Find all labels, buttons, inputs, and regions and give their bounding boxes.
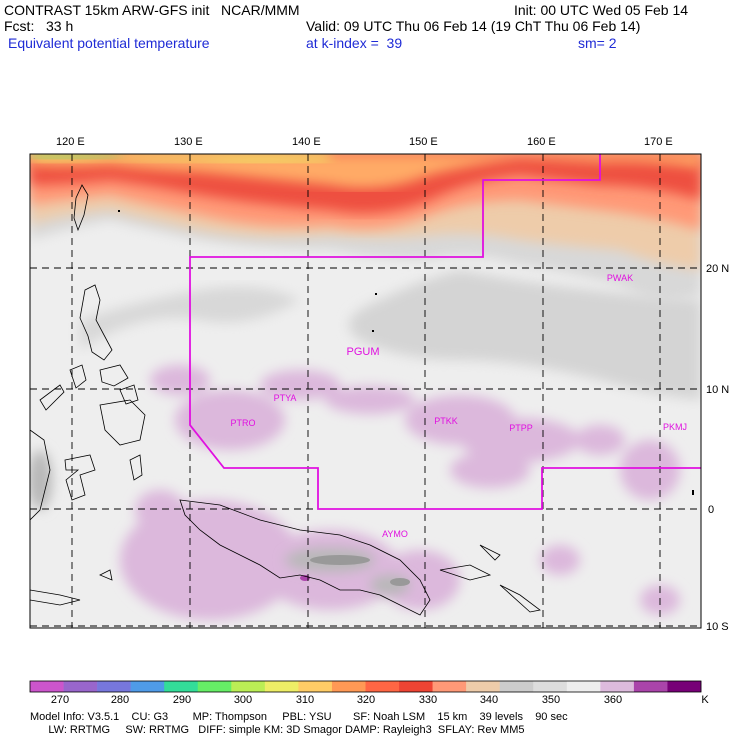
- colorbar-cell: [164, 681, 199, 692]
- station-ptkk: PTKK: [434, 416, 458, 426]
- station-pwak: PWAK: [606, 273, 634, 283]
- lon-label-170e: 170 E: [644, 136, 673, 148]
- colorbar-cell: [466, 681, 500, 692]
- station-pkmj: PKMJ: [662, 422, 688, 432]
- field-name: Equivalent potential temperature: [8, 35, 210, 51]
- colorbar-cell: [633, 681, 668, 692]
- header-title: CONTRAST 15km ARW-GFS init NCAR/MMM: [4, 2, 300, 18]
- colorbar-cell: [432, 681, 467, 692]
- header-init: Init: 00 UTC Wed 05 Feb 14: [514, 2, 689, 18]
- colorbar-cell: [331, 681, 366, 692]
- level-index: at k-index = 39: [306, 35, 403, 51]
- station-aymo: AYMO: [382, 529, 408, 539]
- colorbar-cell: [399, 681, 433, 692]
- colorbar-frame: [29, 680, 702, 693]
- colorbar-cell: [231, 681, 266, 692]
- colorbar-label-310: 310: [295, 694, 315, 706]
- colorbar-label-350: 350: [541, 694, 561, 706]
- lon-label-160e: 160 E: [527, 136, 556, 148]
- colorbar-cell: [365, 681, 400, 692]
- colorbar-cell: [499, 681, 534, 692]
- colorbar-cell: [97, 681, 131, 692]
- model-info-line2: LW: RRTMG SW: RRTMG DIFF: simple KM: 3D …: [30, 724, 525, 736]
- colorbar-cell: [264, 681, 299, 692]
- station-ptro: PTRO: [230, 418, 256, 428]
- colorbar-cell: [298, 681, 333, 692]
- colorbar-label-280: 280: [110, 694, 130, 706]
- model-info-line1: Model Info: V3.5.1 CU: G3 MP: Thompson P…: [30, 711, 568, 723]
- header-forecast-hour: Fcst: 33 h: [4, 18, 74, 34]
- colorbar-label-320: 320: [356, 694, 376, 706]
- lat-label-20n: 20 N: [706, 263, 730, 275]
- lat-label-10n: 10 N: [706, 384, 730, 396]
- colorbar-label-290: 290: [172, 694, 192, 706]
- lon-label-120e: 120 E: [56, 136, 85, 148]
- lon-label-130e: 130 E: [174, 136, 203, 148]
- colorbar-cell: [197, 681, 232, 692]
- colorbar-cell: [30, 681, 64, 692]
- colorbar-label-270: 270: [50, 694, 70, 706]
- colorbar-unit: K: [701, 694, 709, 706]
- colorbar-cell: [533, 681, 568, 692]
- station-ptpp: PTPP: [509, 423, 533, 433]
- colorbar-cell: [667, 681, 702, 692]
- lat-label-0: 0: [708, 504, 715, 516]
- colorbar-label-360: 360: [603, 694, 623, 706]
- colorbar-cell: [63, 681, 98, 692]
- header-valid-time: Valid: 09 UTC Thu 06 Feb 14 (19 ChT Thu …: [306, 18, 641, 34]
- colorbar-label-300: 300: [233, 694, 253, 706]
- colorbar-label-340: 340: [479, 694, 499, 706]
- lat-label-10s: 10 S: [706, 621, 729, 633]
- colorbar-cell: [130, 681, 165, 692]
- colorbar-label-330: 330: [418, 694, 438, 706]
- lon-label-150e: 150 E: [409, 136, 438, 148]
- colorbar-cell: [600, 681, 635, 692]
- colorbar-cell: [566, 681, 601, 692]
- station-pgum: PGUM: [346, 346, 380, 358]
- smoothing-label: sm= 2: [578, 35, 617, 51]
- lon-label-140e: 140 E: [292, 136, 321, 148]
- station-ptya: PTYA: [273, 393, 297, 403]
